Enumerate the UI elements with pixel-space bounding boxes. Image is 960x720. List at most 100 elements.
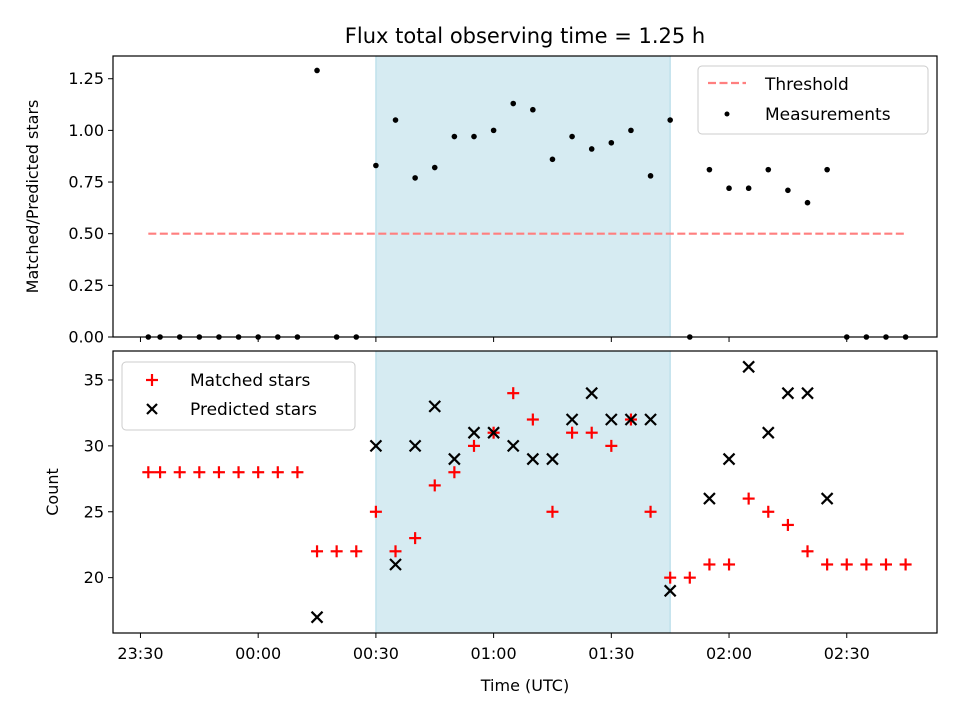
count-panel: 20 25 30 35 23:30 00:00 00:30 01:00 01:30 02:00 02… bbox=[43, 350, 938, 695]
y-tick-label: 30 bbox=[84, 436, 104, 455]
measurement-point bbox=[392, 117, 399, 123]
x-axis-label: Time (UTC) bbox=[480, 676, 569, 695]
x-tick-label: 02:00 bbox=[706, 644, 752, 663]
predicted-star-point bbox=[389, 558, 402, 571]
measurement-point bbox=[608, 139, 615, 146]
ratio-legend: Threshold Measurements bbox=[697, 65, 929, 135]
predicted-star-point bbox=[467, 426, 481, 439]
matched-star-point bbox=[173, 466, 186, 479]
matched-star-point bbox=[781, 518, 794, 531]
predicted-star-point bbox=[703, 492, 716, 505]
ratio-panel: 0.00 0.25 0.50 0.75 1.00 1.25 Matched/Predict… bbox=[23, 55, 938, 347]
matched-star-point bbox=[899, 558, 912, 571]
legend-measurements-swatch bbox=[724, 111, 730, 117]
predicted-star-point bbox=[526, 452, 540, 466]
predicted-star-point bbox=[408, 439, 422, 453]
matched-star-point bbox=[154, 466, 167, 479]
predicted-star-point bbox=[369, 439, 383, 453]
predicted-star-point bbox=[546, 452, 559, 466]
measurement-point bbox=[785, 187, 791, 194]
ratio-panel-frame bbox=[112, 55, 938, 338]
measurement-point bbox=[804, 199, 811, 206]
y-tick-label: 1.00 bbox=[68, 121, 104, 140]
matched-star-point bbox=[703, 558, 716, 571]
matched-star-point bbox=[252, 466, 265, 479]
x-tick-label: 00:00 bbox=[235, 644, 281, 663]
predicted-star-point bbox=[487, 426, 500, 439]
matched-star-point bbox=[566, 426, 579, 439]
measurement-point bbox=[471, 133, 477, 140]
y-tick-label: 1.25 bbox=[68, 69, 104, 88]
predicted-star-point bbox=[605, 413, 618, 426]
x-tick-label: 01:00 bbox=[471, 644, 517, 663]
measurement-point bbox=[628, 127, 634, 134]
matched-star-point bbox=[546, 505, 559, 518]
y-tick-label: 0.25 bbox=[68, 276, 104, 295]
measurement-point bbox=[588, 146, 595, 152]
x-tick-label: 23:30 bbox=[117, 644, 163, 663]
y-tick-label: 0.00 bbox=[68, 328, 104, 347]
x-tick-label: 02:30 bbox=[824, 644, 870, 663]
predicted-star-point bbox=[663, 584, 677, 598]
matched-star-point bbox=[428, 479, 441, 492]
predicted-star-point bbox=[644, 413, 657, 426]
measurement-point bbox=[490, 127, 497, 134]
matched-star-point bbox=[311, 545, 324, 558]
matched-star-point bbox=[821, 558, 834, 571]
matched-star-point bbox=[448, 466, 461, 479]
predicted-star-point bbox=[448, 452, 461, 466]
count-legend-box bbox=[121, 361, 356, 431]
matched-star-point bbox=[723, 558, 736, 571]
predicted-star-point bbox=[585, 386, 598, 400]
observing-window-shade-top bbox=[375, 56, 671, 337]
y-tick-label: 20 bbox=[84, 568, 104, 587]
measurement-point bbox=[451, 133, 458, 140]
measurement-point bbox=[549, 156, 556, 163]
matched-star-point bbox=[507, 387, 520, 400]
matched-star-point bbox=[879, 558, 892, 571]
matched-star-point bbox=[350, 545, 363, 558]
chart-title: Flux total observing time = 1.25 h bbox=[345, 24, 705, 48]
matched-star-point bbox=[291, 466, 304, 479]
measurement-point bbox=[431, 164, 438, 171]
matched-star-point bbox=[664, 571, 677, 584]
measurement-point bbox=[706, 166, 713, 173]
predicted-star-point bbox=[742, 360, 755, 374]
measurement-point bbox=[530, 106, 536, 113]
predicted-star-point bbox=[624, 413, 638, 426]
y-tick-label: 35 bbox=[84, 370, 104, 389]
matched-star-point bbox=[585, 426, 598, 439]
count-panel-frame bbox=[112, 350, 938, 634]
matched-star-point bbox=[605, 439, 618, 452]
ratio-legend-box bbox=[697, 65, 929, 135]
legend-matched-swatch bbox=[146, 374, 158, 386]
predicted-star-point bbox=[722, 452, 736, 466]
measurement-point bbox=[726, 185, 732, 192]
measurement-point bbox=[667, 117, 673, 123]
matched-star-point bbox=[212, 466, 225, 479]
predicted-star-point bbox=[506, 439, 520, 453]
matched-star-point bbox=[409, 532, 422, 545]
matched-star-point bbox=[526, 413, 539, 426]
measurement-point bbox=[745, 185, 752, 192]
predicted-star-point bbox=[781, 386, 795, 400]
legend-predicted-label: Predicted stars bbox=[190, 400, 317, 420]
matched-star-point bbox=[389, 545, 402, 558]
measurement-point bbox=[765, 166, 772, 173]
measurement-point bbox=[569, 133, 575, 140]
matched-star-point bbox=[232, 466, 245, 479]
y-tick-label: 25 bbox=[84, 502, 104, 521]
measurement-point bbox=[314, 67, 320, 74]
x-tick-label: 01:30 bbox=[588, 644, 634, 663]
measurement-point bbox=[824, 166, 830, 173]
matched-star-point bbox=[762, 505, 775, 518]
matched-star-point bbox=[193, 466, 206, 479]
y-tick-label: 0.50 bbox=[68, 224, 104, 243]
predicted-star-point bbox=[801, 386, 814, 400]
matched-star-point bbox=[742, 492, 755, 505]
legend-threshold-label: Threshold bbox=[764, 75, 849, 95]
ratio-y-axis-label: Matched/Predicted stars bbox=[23, 100, 42, 294]
predicted-star-point bbox=[761, 426, 775, 439]
matched-star-point bbox=[142, 466, 155, 479]
